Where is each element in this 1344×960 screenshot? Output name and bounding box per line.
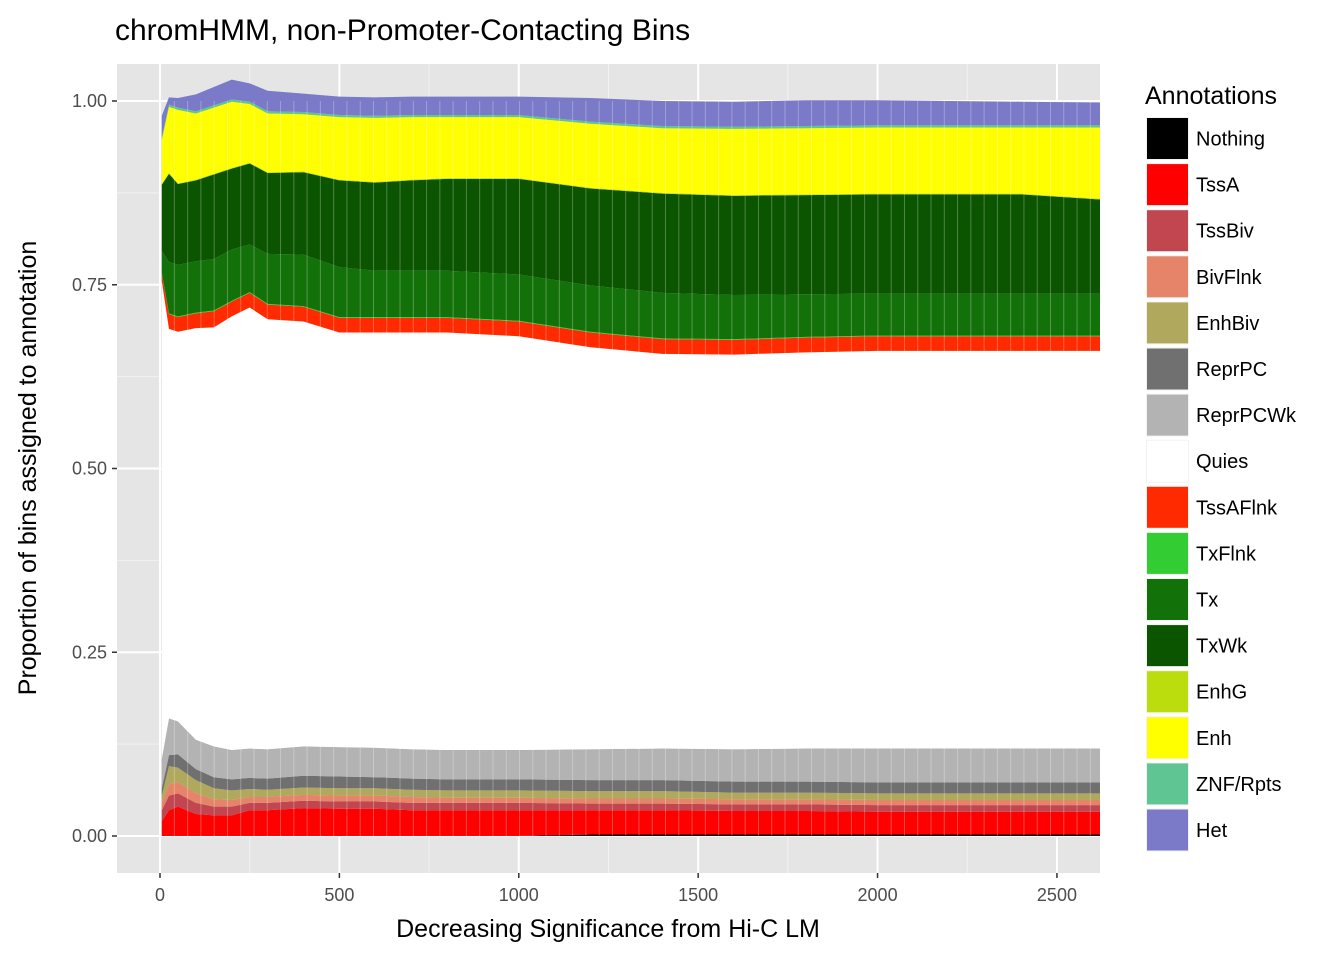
y-axis: 0.00 0.25 0.50 0.75 1.00 bbox=[72, 91, 117, 846]
legend-label-enhg: EnhG bbox=[1196, 682, 1247, 704]
legend-label-tssbiv: TssBiv bbox=[1196, 221, 1254, 243]
legend-swatch-tssbiv bbox=[1147, 210, 1188, 252]
area-quies bbox=[161, 281, 1101, 759]
legend: Annotations Nothing TssA TssBiv BivFlnk EnhB… bbox=[1145, 82, 1297, 852]
legend-label-enh: Enh bbox=[1196, 728, 1232, 750]
area-enhbiv bbox=[161, 766, 1101, 803]
area-het bbox=[161, 79, 1101, 138]
legend-swatch-enhg bbox=[1147, 671, 1188, 713]
y-tick-label: 0.50 bbox=[72, 459, 107, 479]
chart-title: chromHMM, non-Promoter-Contacting Bins bbox=[115, 14, 690, 47]
x-tick-label: 1500 bbox=[678, 885, 718, 905]
legend-swatch-txflnk bbox=[1147, 532, 1188, 574]
y-tick-label: 1.00 bbox=[72, 91, 107, 111]
legend-swatch-tx bbox=[1147, 579, 1188, 620]
area-tssa bbox=[161, 806, 1101, 836]
x-tick-label: 2000 bbox=[858, 885, 898, 905]
legend-label-tssaflnk: TssAFlnk bbox=[1196, 497, 1278, 519]
legend-swatch-txwk bbox=[1147, 625, 1188, 667]
area-enh bbox=[161, 101, 1101, 199]
x-tick-label: 2500 bbox=[1037, 885, 1077, 905]
legend-swatch-nothing bbox=[1147, 118, 1188, 159]
legend-swatch-het bbox=[1147, 809, 1188, 851]
legend-swatch-tssaflnk bbox=[1147, 486, 1188, 528]
legend-label-nothing: Nothing bbox=[1196, 129, 1265, 151]
area-tx bbox=[161, 244, 1101, 340]
legend-label-tx: Tx bbox=[1196, 590, 1218, 612]
legend-swatch-quies bbox=[1147, 440, 1188, 482]
area-reprpc bbox=[161, 754, 1101, 796]
area-tssbiv bbox=[161, 793, 1101, 822]
y-tick-label: 0.00 bbox=[72, 826, 107, 846]
legend-label-tssa: TssA bbox=[1196, 175, 1240, 197]
legend-label-enhbiv: EnhBiv bbox=[1196, 313, 1259, 335]
legend-label-quies: Quies bbox=[1196, 451, 1248, 473]
legend-swatch-znf-rpts bbox=[1147, 763, 1188, 805]
area-tssaflnk bbox=[161, 273, 1101, 355]
legend-swatch-reprpcwk bbox=[1147, 394, 1188, 436]
area-reprpcwk bbox=[161, 718, 1101, 789]
legend-swatch-reprpc bbox=[1147, 348, 1188, 390]
y-axis-title: Proportion of bins assigned to annotatio… bbox=[14, 241, 42, 695]
x-axis: 0 500 1000 1500 2000 2500 bbox=[155, 873, 1077, 905]
x-axis-title: Decreasing Significance from Hi-C LM bbox=[396, 915, 820, 943]
legend-swatch-enhbiv bbox=[1147, 302, 1188, 344]
x-tick-label: 500 bbox=[324, 885, 354, 905]
legend-label-het: Het bbox=[1196, 820, 1228, 842]
y-tick-label: 0.75 bbox=[72, 275, 107, 295]
legend-label-znf-rpts: ZNF/Rpts bbox=[1196, 774, 1282, 796]
stacked-areas bbox=[161, 79, 1101, 836]
x-tick-label: 0 bbox=[155, 885, 165, 905]
y-tick-label: 0.25 bbox=[72, 642, 107, 662]
legend-swatch-tssa bbox=[1147, 164, 1188, 206]
legend-swatch-bivflnk bbox=[1147, 256, 1188, 298]
x-tick-label: 1000 bbox=[499, 885, 539, 905]
area-bivflnk bbox=[161, 782, 1101, 811]
legend-label-reprpcwk: ReprPCWk bbox=[1196, 405, 1297, 427]
legend-label-txflnk: TxFlnk bbox=[1196, 543, 1257, 565]
area-nothing bbox=[161, 834, 1101, 836]
legend-label-reprpc: ReprPC bbox=[1196, 359, 1267, 381]
legend-title: Annotations bbox=[1145, 82, 1277, 110]
area-txwk bbox=[161, 163, 1101, 296]
legend-swatch-enh bbox=[1147, 717, 1188, 759]
legend-label-bivflnk: BivFlnk bbox=[1196, 267, 1263, 289]
area-enhg bbox=[161, 162, 1101, 200]
legend-label-txwk: TxWk bbox=[1196, 636, 1248, 658]
stripe-overlay bbox=[173, 101, 1091, 836]
